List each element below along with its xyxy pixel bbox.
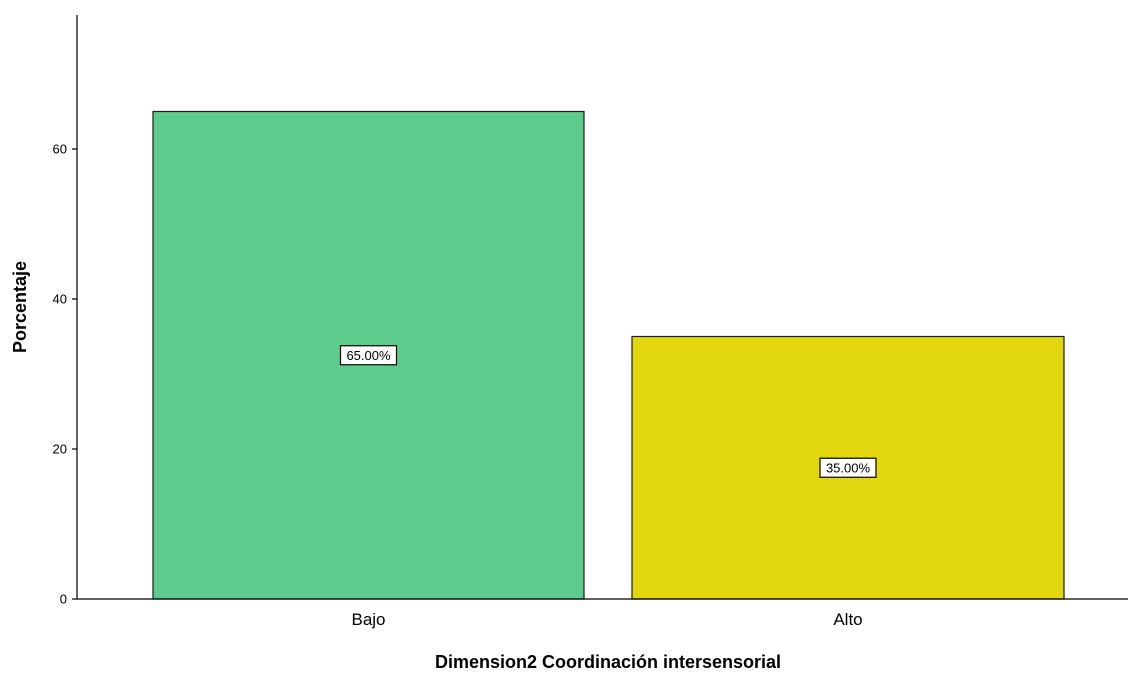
bars-layer — [152, 110, 1065, 600]
x-ticks-layer: Bajo Alto — [351, 610, 862, 629]
x-axis-title: Dimension2 Coordinación intersensorial — [435, 652, 781, 672]
y-axis-title: Porcentaje — [10, 261, 30, 353]
x-tick-label-alto: Alto — [833, 610, 862, 629]
data-label-bajo: 65.00% — [346, 348, 391, 363]
x-tick-label-bajo: Bajo — [351, 610, 385, 629]
data-label-box-alto — [819, 457, 877, 478]
data-label-box-bajo — [339, 345, 398, 366]
y-tick-label: 60 — [53, 142, 67, 157]
y-tick-label: 20 — [53, 442, 67, 457]
y-tick-label: 40 — [53, 292, 67, 307]
y-tick-label: 0 — [60, 592, 67, 607]
y-ticks-layer: 0 20 40 60 — [53, 142, 77, 607]
data-label-alto: 35.00% — [826, 460, 871, 475]
data-labels-layer: 65.00% 35.00% — [339, 345, 877, 478]
